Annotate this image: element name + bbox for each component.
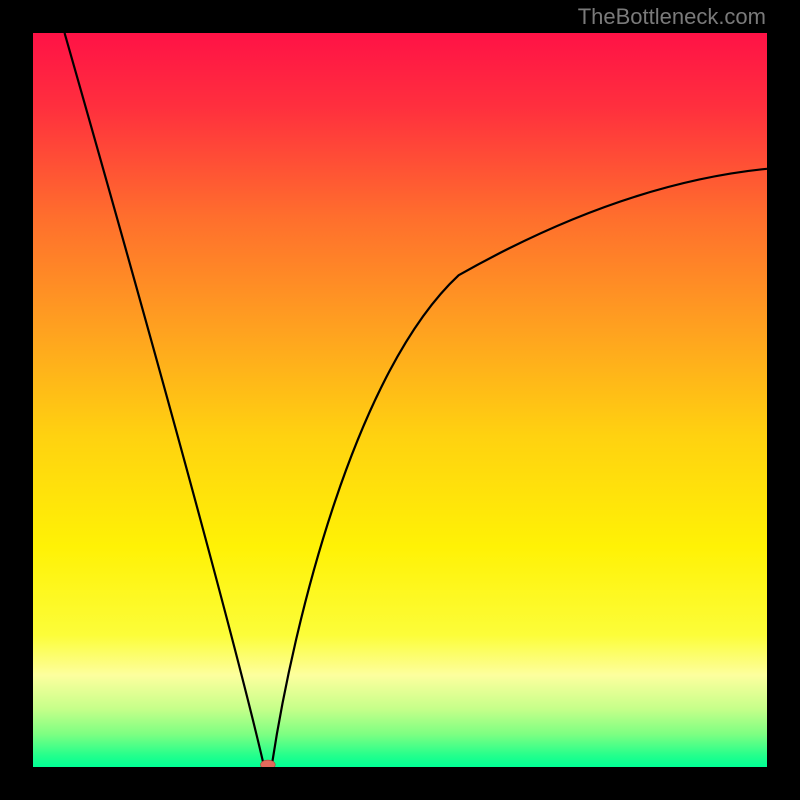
watermark-text: TheBottleneck.com xyxy=(578,4,766,30)
plot-area xyxy=(33,33,767,767)
minimum-marker xyxy=(261,760,276,767)
chart-frame: TheBottleneck.com xyxy=(0,0,800,800)
curve-left-branch xyxy=(65,33,265,767)
curve-right-branch xyxy=(272,169,767,767)
bottleneck-curve xyxy=(33,33,767,767)
